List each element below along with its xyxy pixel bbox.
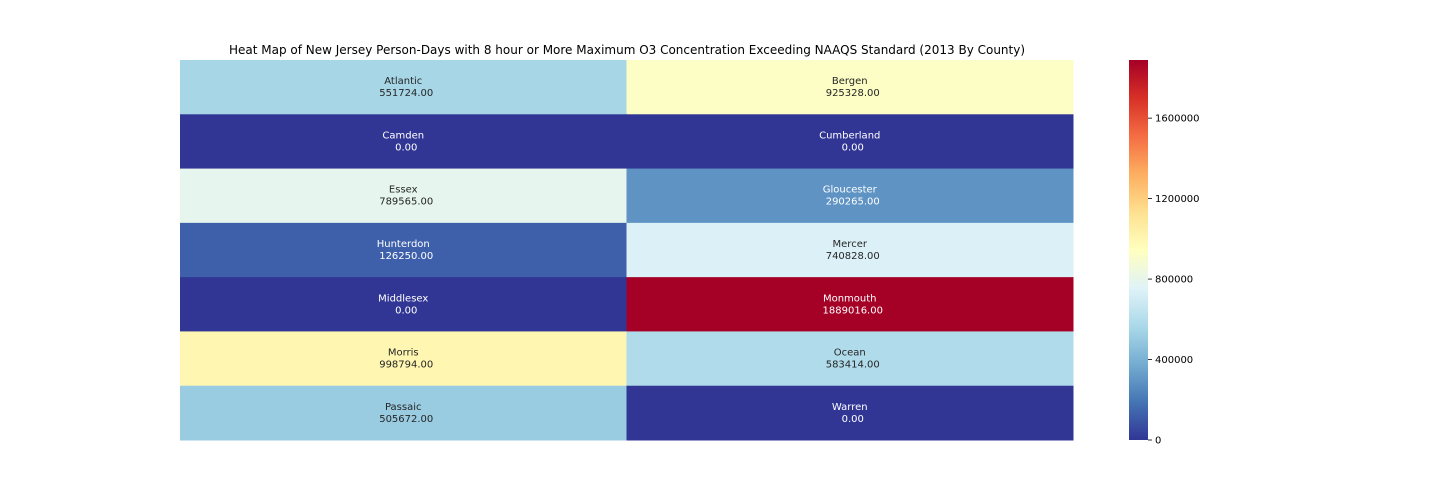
colorbar-tick-label: 800000 (1155, 275, 1193, 286)
heatmap-cell-hunterdon (180, 222, 627, 278)
heatmap-cell-passaic (180, 385, 627, 441)
cell-county-label: Middlesex (378, 293, 428, 304)
cell-value-label: 0.00 (842, 142, 864, 153)
colorbar-tick-label: 1600000 (1155, 114, 1200, 125)
heatmap-cell-warren (626, 385, 1074, 441)
heatmap-cell-morris (180, 331, 627, 387)
heatmap-cell-atlantic (180, 60, 627, 115)
heatmap-cell-essex (180, 168, 627, 224)
colorbar (1129, 60, 1148, 440)
heatmap-cell-ocean (626, 331, 1074, 387)
cell-value-label: 0.00 (395, 305, 417, 316)
cell-value-label: 789565.00 (379, 197, 433, 208)
colorbar-tick-label: 400000 (1155, 355, 1193, 366)
heatmap-cell-camden (180, 114, 627, 170)
heatmap-cell-monmouth (626, 277, 1074, 332)
heatmap-cell-gloucester (626, 168, 1074, 224)
heatmap-cell-mercer (626, 222, 1074, 278)
cell-value-label: 925328.00 (826, 88, 880, 99)
cell-county-label: Ocean (834, 348, 866, 359)
cell-county-label: Mercer (833, 239, 868, 250)
cell-county-label: Gloucester (823, 185, 878, 196)
cell-value-label: 505672.00 (379, 414, 433, 425)
colorbar-tick-label: 0 (1155, 436, 1161, 447)
cell-value-label: 1889016.00 (823, 305, 883, 316)
heatmap-cells: Atlantic551724.00Bergen925328.00Camden0.… (180, 60, 1074, 441)
cell-county-label: Bergen (832, 76, 868, 87)
cell-county-label: Cumberland (819, 130, 880, 141)
cell-county-label: Morris (388, 348, 419, 359)
heatmap-cell-middlesex (180, 277, 627, 332)
cell-value-label: 0.00 (395, 142, 417, 153)
cell-county-label: Camden (382, 130, 424, 141)
cell-county-label: Monmouth (823, 293, 877, 304)
cell-county-label: Hunterdon (377, 239, 430, 250)
cell-county-label: Atlantic (384, 76, 422, 87)
cell-value-label: 126250.00 (379, 251, 433, 262)
cell-value-label: 740828.00 (826, 251, 880, 262)
colorbar-tick-label: 1200000 (1155, 194, 1200, 205)
cell-county-label: Essex (389, 185, 418, 196)
cell-value-label: 290265.00 (826, 197, 880, 208)
colorbar-ticks: 0 400000 800000 1200000 1600000 (1148, 114, 1200, 447)
cell-value-label: 998794.00 (379, 360, 433, 371)
cell-value-label: 0.00 (842, 414, 864, 425)
cell-county-label: Warren (832, 402, 868, 413)
cell-value-label: 583414.00 (826, 360, 880, 371)
heatmap-cell-bergen (626, 60, 1074, 115)
heatmap-cell-cumberland (626, 114, 1074, 170)
cell-value-label: 551724.00 (379, 88, 433, 99)
chart-title: Heat Map of New Jersey Person-Days with … (229, 43, 1025, 57)
cell-county-label: Passaic (385, 402, 422, 413)
